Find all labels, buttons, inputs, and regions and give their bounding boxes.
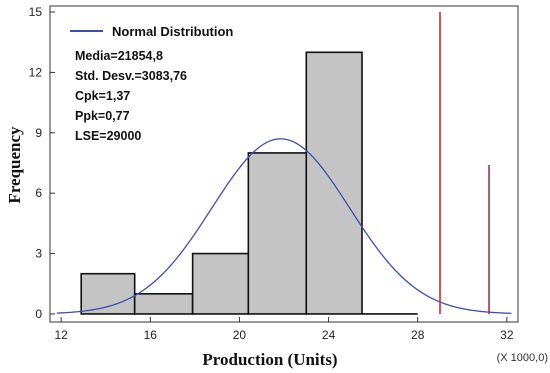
histogram-bar [247, 152, 308, 315]
statistics-annotations: Media=21854,8 Std. Desv.=3083,76 Cpk=1,37 P… [75, 49, 187, 143]
y-tick-label: 0 [35, 307, 42, 321]
x-tick-label: 20 [233, 328, 247, 342]
histogram-bar [305, 51, 363, 315]
x-tick-label: 24 [322, 328, 336, 342]
plot-frame [49, 5, 519, 323]
normal-curve-layer [56, 138, 512, 314]
y-tick-labels: 0 3 6 9 12 15 [29, 5, 43, 321]
x-tick-label: 12 [54, 328, 68, 342]
x-tick-label: 16 [144, 328, 158, 342]
y-tick-label: 15 [29, 5, 43, 19]
histogram-bars [80, 51, 418, 315]
x-tick-labels: 12 16 20 24 28 32 [54, 328, 513, 342]
y-tick-label: 6 [35, 186, 42, 200]
stat-annotation: Cpk=1,37 [75, 89, 130, 103]
y-tick-label: 9 [35, 126, 42, 140]
stat-annotation: Media=21854,8 [75, 49, 163, 63]
x-axis-title: Production (Units) [202, 350, 337, 369]
y-axis-title: Frequency [5, 126, 24, 204]
legend: Normal Distribution [70, 24, 233, 39]
legend-label: Normal Distribution [112, 24, 233, 39]
tick-marks [50, 11, 508, 322]
y-tick-label: 3 [35, 247, 42, 261]
stat-annotation: Std. Desv.=3083,76 [75, 69, 187, 83]
histogram-bar [191, 252, 250, 315]
histogram-bar [80, 272, 136, 315]
x-tick-label: 32 [500, 328, 514, 342]
stat-annotation: Ppk=0,77 [75, 109, 130, 123]
x-axis-multiplier: (X 1000,0) [497, 352, 548, 364]
reference-lines [439, 12, 490, 314]
x-tick-label: 28 [411, 328, 425, 342]
histogram-bar [133, 293, 194, 315]
stat-annotation: LSE=29000 [75, 129, 141, 143]
y-tick-label: 12 [29, 65, 43, 79]
normal-distribution-curve [56, 138, 512, 314]
